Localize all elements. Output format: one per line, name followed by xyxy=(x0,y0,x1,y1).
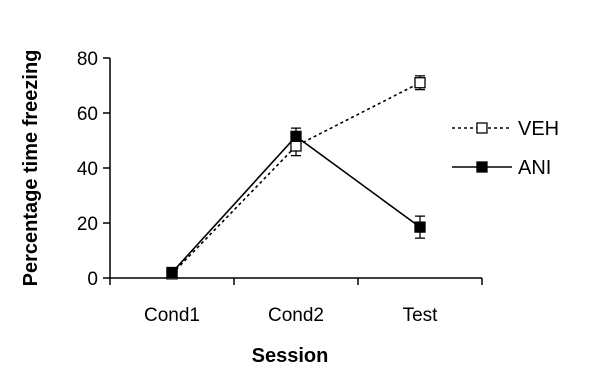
y-axis-title: Percentage time freezing xyxy=(20,50,42,287)
data-point-ani xyxy=(414,221,426,233)
data-point-veh xyxy=(290,140,302,152)
x-tick-label: Cond1 xyxy=(144,305,200,326)
y-tick-label: 40 xyxy=(77,159,98,180)
data-point-ani xyxy=(290,130,302,143)
legend-label-ani: ANI xyxy=(518,157,551,179)
legend-marker-ani xyxy=(476,161,488,173)
x-ticks: Cond1 Cond2 Test xyxy=(109,278,483,326)
legend-marker-veh xyxy=(476,122,488,134)
data-point-veh xyxy=(414,77,426,89)
axes xyxy=(109,58,482,279)
y-ticks: 0 20 40 60 80 xyxy=(77,49,110,290)
legend-label-veh: VEH xyxy=(518,118,559,140)
y-tick-label: 80 xyxy=(77,49,98,70)
y-tick-label: 60 xyxy=(77,104,98,125)
series-line-veh xyxy=(171,82,421,275)
y-tick-label: 0 xyxy=(87,269,98,290)
legend: VEH ANI xyxy=(452,118,559,179)
series-line-ani xyxy=(171,135,421,274)
x-tick-label: Cond2 xyxy=(268,305,324,326)
series-layer xyxy=(166,75,426,280)
data-point-ani xyxy=(166,266,178,279)
x-axis-title: Session xyxy=(252,345,329,367)
x-tick-label: Test xyxy=(403,305,439,326)
y-tick-label: 20 xyxy=(77,214,98,235)
